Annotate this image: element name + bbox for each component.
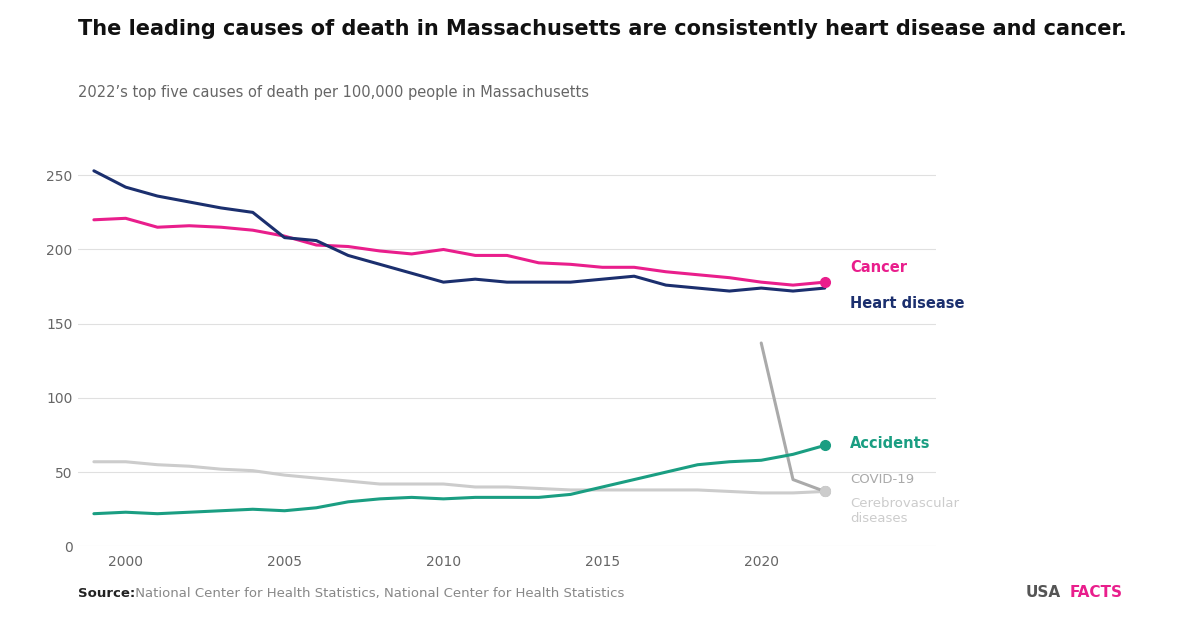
Text: Cerebrovascular
diseases: Cerebrovascular diseases bbox=[850, 497, 959, 526]
Text: 2022’s top five causes of death per 100,000 people in Massachusetts: 2022’s top five causes of death per 100,… bbox=[78, 85, 589, 100]
Text: The leading causes of death in Massachusetts are consistently heart disease and : The leading causes of death in Massachus… bbox=[78, 19, 1127, 39]
Text: National Center for Health Statistics, National Center for Health Statistics: National Center for Health Statistics, N… bbox=[131, 587, 624, 600]
Text: Heart disease: Heart disease bbox=[850, 296, 965, 310]
Text: FACTS: FACTS bbox=[1069, 585, 1122, 600]
Text: Accidents: Accidents bbox=[850, 436, 931, 452]
Text: Source:: Source: bbox=[78, 587, 136, 600]
Text: COVID-19: COVID-19 bbox=[850, 472, 914, 485]
Text: USA: USA bbox=[1026, 585, 1061, 600]
Text: Cancer: Cancer bbox=[850, 260, 907, 274]
